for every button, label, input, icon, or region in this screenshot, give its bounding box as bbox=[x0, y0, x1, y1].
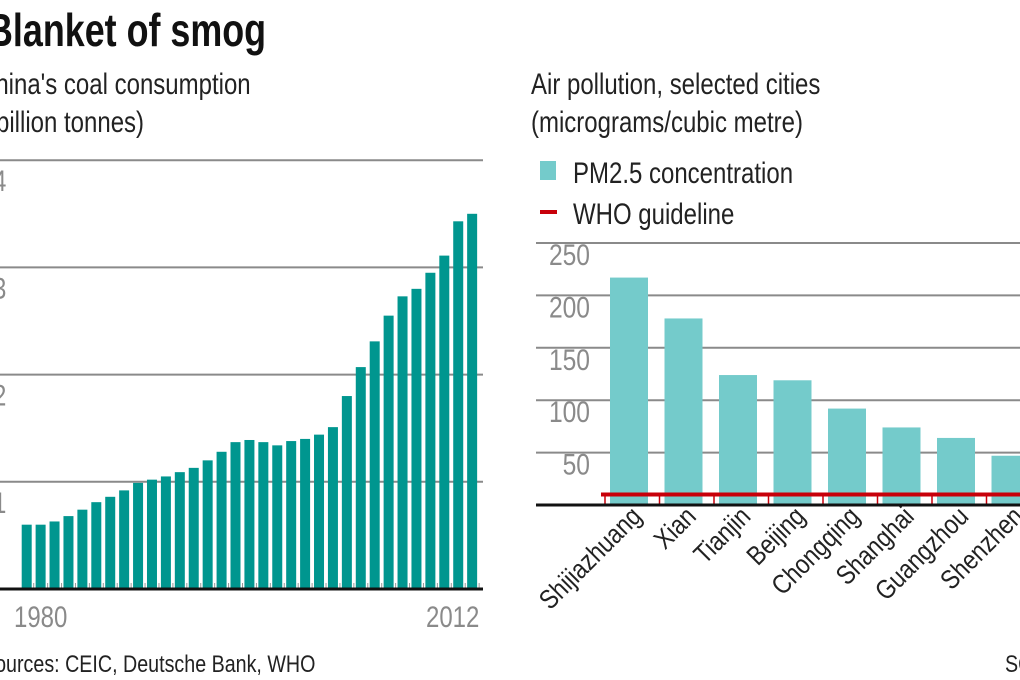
bar-2006 bbox=[383, 315, 394, 589]
bar-1999 bbox=[286, 441, 297, 589]
bar-1985 bbox=[91, 502, 102, 589]
y-tick-label: 250 bbox=[549, 238, 590, 272]
legend: PM2.5 concentration WHO guideline bbox=[540, 155, 793, 231]
bar-2002 bbox=[327, 427, 338, 589]
page-title: Blanket of smog bbox=[0, 5, 266, 56]
legend-label-who: WHO guideline bbox=[573, 196, 734, 230]
legend-label-pm25: PM2.5 concentration bbox=[573, 155, 793, 189]
bar-2007 bbox=[397, 296, 408, 589]
bar-1984 bbox=[77, 509, 88, 589]
bar-shanghai bbox=[882, 427, 921, 505]
y-tick-label: 2 bbox=[0, 378, 6, 412]
bar-2003 bbox=[341, 396, 352, 589]
coal-chart-unit: (billion tonnes) bbox=[0, 104, 144, 138]
y-tick-label: 150 bbox=[549, 342, 590, 376]
bar-2005 bbox=[369, 341, 380, 589]
x-tick-label: 2012 bbox=[426, 599, 479, 633]
bar-1988 bbox=[133, 482, 144, 589]
bar-chongqing bbox=[828, 408, 866, 505]
bar-2012 bbox=[467, 213, 478, 590]
y-tick-label: 4 bbox=[0, 164, 6, 198]
pollution-chart-title: Air pollution, selected cities bbox=[531, 66, 820, 100]
bar-1998 bbox=[272, 445, 283, 589]
bar-2004 bbox=[355, 367, 366, 589]
bar-1980 bbox=[21, 524, 32, 589]
y-tick-label: 100 bbox=[549, 395, 590, 429]
bar-2001 bbox=[314, 434, 325, 589]
bar-tianjin bbox=[719, 375, 757, 505]
bar-beijing bbox=[773, 380, 812, 505]
y-tick-label: 3 bbox=[0, 271, 6, 305]
bar-1987 bbox=[119, 490, 130, 589]
city-label: Tianjin bbox=[688, 501, 757, 570]
bar-shenzhen bbox=[991, 455, 1020, 505]
bar-1997 bbox=[258, 442, 269, 589]
bar-1996 bbox=[244, 439, 255, 589]
bar-1986 bbox=[105, 496, 116, 589]
legend-swatch-who bbox=[540, 210, 557, 214]
bar-2010 bbox=[439, 255, 450, 589]
credit: SCMP bbox=[1005, 650, 1020, 677]
bar-1989 bbox=[146, 479, 157, 589]
bar-1994 bbox=[216, 451, 227, 589]
x-tick-label: 1980 bbox=[14, 599, 67, 633]
city-label: Shijiazhuang bbox=[533, 501, 647, 615]
bar-shijiazhuang bbox=[610, 277, 648, 505]
bar-1981 bbox=[35, 524, 46, 589]
legend-swatch-pm25 bbox=[540, 161, 556, 180]
bar-2009 bbox=[425, 272, 436, 589]
y-tick-label: 50 bbox=[563, 447, 590, 481]
y-tick-label: 1 bbox=[0, 485, 6, 519]
bar-1990 bbox=[160, 476, 171, 589]
bar-1995 bbox=[230, 442, 241, 589]
coal-chart-title: China's coal consumption bbox=[0, 66, 251, 100]
bar-1992 bbox=[188, 467, 199, 589]
bar-1993 bbox=[202, 460, 213, 589]
pollution-chart-unit: (micrograms/cubic metre) bbox=[531, 104, 803, 138]
bar-1983 bbox=[63, 516, 74, 589]
bar-1991 bbox=[174, 472, 185, 589]
y-tick-label: 200 bbox=[549, 290, 590, 324]
bar-2000 bbox=[300, 438, 311, 589]
bar-1982 bbox=[49, 521, 60, 589]
bar-2011 bbox=[453, 221, 464, 589]
bar-xian bbox=[664, 318, 703, 505]
pollution-chart: Air pollution, selected cities (microgra… bbox=[531, 66, 1020, 615]
coal-chart: China's coal consumption (billion tonnes… bbox=[0, 66, 483, 634]
bar-2008 bbox=[411, 288, 422, 589]
sources-note: Sources: CEIC, Deutsche Bank, WHO bbox=[0, 650, 315, 677]
